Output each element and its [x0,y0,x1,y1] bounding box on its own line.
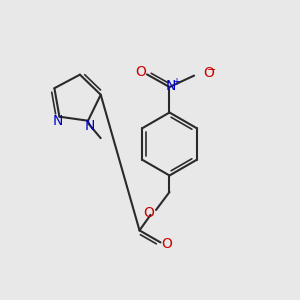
Text: N: N [166,79,176,93]
Text: N: N [84,118,95,133]
Text: −: − [207,65,216,75]
Text: O: O [143,206,154,220]
Text: +: + [172,76,180,87]
Text: O: O [162,237,172,251]
Text: N: N [53,115,63,128]
Text: O: O [135,65,146,79]
Text: O: O [203,66,214,80]
